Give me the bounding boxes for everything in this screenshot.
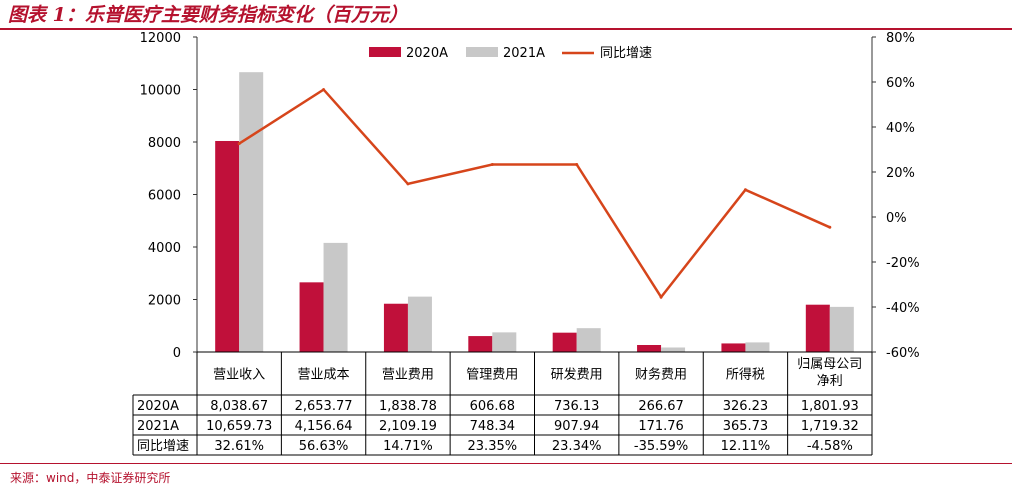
legend-label-2021a: 2021A (503, 46, 545, 61)
table-cell: 10,659.73 (206, 419, 272, 434)
category-label: 所得税 (726, 367, 765, 383)
table-cell: 23.34% (552, 439, 602, 454)
growth-rate-point (828, 225, 832, 229)
left-axis-tick-label: 4000 (148, 241, 181, 256)
bar-2020a (383, 303, 408, 352)
table-cell: 2,653.77 (295, 399, 353, 414)
table-cell: 266.67 (638, 399, 684, 414)
table-cell: 748.34 (470, 419, 516, 434)
category-label: 财务费用 (635, 367, 687, 383)
bar-2020a (637, 344, 662, 352)
right-axis-tick-label: 40% (886, 121, 915, 136)
table-cell: -4.58% (807, 439, 853, 454)
legend-label-2020a: 2020A (406, 46, 448, 61)
right-axis-tick-label: -40% (886, 301, 920, 316)
source-divider (0, 463, 1012, 464)
legend-swatch-2021a (466, 47, 498, 57)
bar-2020a (299, 282, 324, 352)
left-axis-tick-label: 10000 (140, 84, 181, 99)
growth-rate-line (238, 87, 831, 300)
source-note: 来源：wind，中泰证券研究所 (10, 471, 171, 485)
right-axis-tick-label: 60% (886, 76, 915, 91)
chart-title: 图表 1：乐普医疗主要财务指标变化（百万元） (8, 4, 408, 26)
right-axis-tick-label: 0% (886, 211, 907, 226)
title-divider (0, 28, 1012, 30)
table-cell: 14.71% (383, 439, 433, 454)
growth-rate-point (237, 142, 241, 146)
table-cell: 736.13 (554, 399, 600, 414)
table-cell: 12.11% (721, 439, 771, 454)
bar-2021a (661, 347, 686, 352)
bar-2020a (721, 343, 746, 352)
bar-2021a (407, 296, 432, 352)
category-label: 净利 (817, 374, 843, 389)
table-cell: 56.63% (299, 439, 349, 454)
table-cell: 365.73 (723, 419, 769, 434)
bar-2021a (745, 342, 770, 352)
table-cell: 606.68 (470, 399, 516, 414)
bar-2020a (215, 140, 240, 352)
table-cell: 32.61% (214, 439, 264, 454)
table-row-label: 同比增速 (137, 439, 189, 454)
right-axis-tick-label: 80% (886, 31, 915, 46)
bar-2020a (468, 336, 493, 352)
table-cell: 907.94 (554, 419, 600, 434)
legend-label-growth: 同比增速 (600, 46, 652, 61)
bar-2021a (323, 242, 348, 352)
table-cell: 4,156.64 (295, 419, 353, 434)
financial-indicators-chart: 0 2000 4000 6000 8000 10000 12000 -60% -40% -20% 0… (132, 31, 920, 456)
table-cell: 1,719.32 (801, 419, 859, 434)
left-axis-tick-label: 12000 (140, 31, 181, 46)
table-cell: 326.23 (723, 399, 769, 414)
left-axis-tick-label: 8000 (148, 136, 181, 151)
left-axis-tick-label: 6000 (148, 189, 181, 204)
table-cell: 2,109.19 (379, 419, 437, 434)
growth-rate-point (659, 295, 663, 299)
right-axis-tick-label: -20% (886, 256, 920, 271)
bar-2021a (576, 328, 601, 352)
category-label: 营业成本 (298, 368, 350, 383)
category-label: 管理费用 (466, 368, 518, 383)
table-row-label: 2020A (137, 399, 179, 414)
bar-2020a (805, 304, 830, 352)
growth-rate-point (490, 162, 494, 166)
category-label: 归属母公司 (797, 357, 862, 372)
table-row-label: 2021A (137, 419, 179, 434)
table-cell: 23.35% (468, 439, 518, 454)
table-cell: -35.59% (634, 439, 688, 454)
bar-2020a (552, 332, 577, 352)
table-cell: 171.76 (638, 419, 684, 434)
left-axis-tick-label: 0 (173, 346, 181, 361)
bar-2021a (829, 306, 854, 352)
growth-rate-point (406, 182, 410, 186)
category-label: 营业费用 (382, 368, 434, 383)
table-cell: 1,838.78 (379, 399, 437, 414)
bar-2021a (492, 332, 517, 352)
right-axis-tick-label: -60% (886, 346, 920, 361)
legend-swatch-2020a (369, 47, 401, 57)
growth-rate-point (322, 88, 326, 92)
table-cell: 8,038.67 (210, 399, 268, 414)
left-axis-tick-label: 2000 (148, 294, 181, 309)
category-label: 营业收入 (213, 368, 265, 383)
right-axis-tick-label: 20% (886, 166, 915, 181)
table-cell: 1,801.93 (801, 399, 859, 414)
growth-rate-point (743, 188, 747, 192)
growth-rate-point (575, 162, 579, 166)
category-label: 研发费用 (551, 367, 603, 383)
bar-2021a (239, 72, 264, 352)
